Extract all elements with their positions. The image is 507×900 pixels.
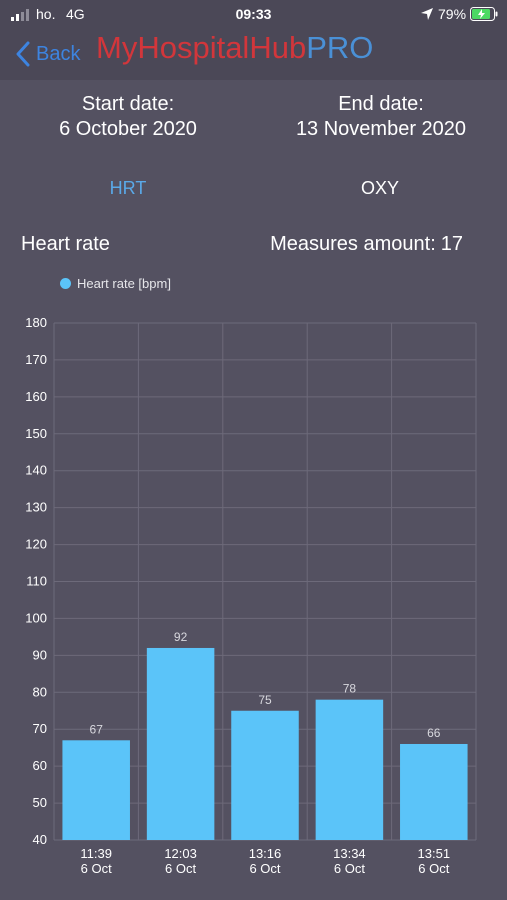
start-date-value[interactable]: 6 October 2020: [59, 118, 197, 140]
section-title: Heart rate: [21, 233, 110, 255]
y-tick-label: 170: [25, 352, 47, 367]
legend-dot-icon: [60, 278, 71, 289]
measures-amount: Measures amount: 17: [270, 233, 463, 256]
x-tick-date-label: 6 Oct: [249, 861, 280, 876]
network-type: 4G: [66, 6, 85, 22]
chevron-left-icon: [16, 41, 30, 67]
chart-bar: [231, 710, 299, 840]
y-tick-label: 40: [33, 832, 47, 847]
y-tick-label: 60: [33, 758, 47, 773]
y-tick-label: 150: [25, 426, 47, 441]
battery-charging-icon: [470, 7, 498, 21]
end-date-label: End date:: [338, 93, 424, 115]
x-tick-time-label: 12:03: [164, 846, 197, 861]
start-date-block: Start date: 6 October 2020: [3, 92, 253, 142]
chart-bar: [146, 647, 215, 840]
signal-strength-icon: [11, 9, 29, 21]
back-button[interactable]: Back: [14, 38, 80, 70]
x-tick-time-label: 13:16: [249, 846, 282, 861]
measures-value: 17: [440, 233, 463, 255]
bar-value-label: 92: [174, 630, 188, 644]
x-tick-time-label: 13:51: [418, 846, 451, 861]
y-tick-label: 70: [33, 721, 47, 736]
status-bar: ho. 4G 09:33 79%: [0, 0, 507, 28]
x-tick-date-label: 6 Oct: [81, 861, 112, 876]
nav-bar: Back MyHospitalHubPRO: [0, 28, 507, 80]
brand-main: MyHospitalHub: [96, 30, 307, 65]
bar-value-label: 66: [427, 726, 441, 740]
x-tick-date-label: 6 Oct: [418, 861, 449, 876]
start-date-label: Start date:: [81, 93, 175, 115]
brand-suffix: PRO: [306, 30, 374, 65]
carrier-name: ho.: [36, 6, 56, 22]
tab-oxy[interactable]: OXY: [360, 178, 399, 198]
legend-label: Heart rate [bpm]: [77, 276, 171, 291]
y-tick-label: 50: [33, 795, 47, 810]
x-tick-time-label: 13:34: [333, 846, 366, 861]
y-tick-label: 140: [25, 463, 47, 478]
chart-bar: [315, 699, 384, 840]
y-tick-label: 180: [25, 315, 47, 330]
chart-legend: Heart rate [bpm]: [60, 276, 171, 291]
end-date-value[interactable]: 13 November 2020: [295, 118, 467, 140]
x-tick-time-label: 11:39: [80, 846, 112, 861]
back-label: Back: [36, 42, 81, 65]
measures-label: Measures amount:: [270, 233, 436, 255]
y-tick-label: 130: [25, 500, 47, 515]
status-time: 09:33: [235, 6, 272, 22]
app-logo: MyHospitalHubPRO: [96, 30, 373, 66]
x-tick-date-label: 6 Oct: [165, 861, 196, 876]
bar-value-label: 78: [343, 682, 357, 696]
heart-rate-bar-chart: 40 50 60 70 80 90 100 110 120 130 140 150 160 170 180 6…: [25, 315, 477, 876]
tab-hrt[interactable]: HRT: [109, 178, 147, 198]
y-tick-label: 120: [25, 537, 47, 552]
chart-bar: [400, 743, 468, 840]
y-tick-label: 160: [25, 389, 47, 404]
y-tick-label: 90: [33, 647, 47, 662]
end-date-block: End date: 13 November 2020: [256, 92, 506, 142]
x-tick-date-label: 6 Oct: [334, 861, 365, 876]
y-tick-label: 110: [26, 574, 47, 589]
battery-percent: 79%: [438, 6, 467, 22]
chart-bar: [62, 740, 130, 840]
y-tick-label: 80: [33, 684, 47, 699]
bar-value-label: 75: [258, 693, 272, 707]
bar-value-label: 67: [90, 722, 104, 736]
y-tick-label: 100: [25, 610, 47, 625]
location-arrow-icon: [421, 8, 433, 20]
